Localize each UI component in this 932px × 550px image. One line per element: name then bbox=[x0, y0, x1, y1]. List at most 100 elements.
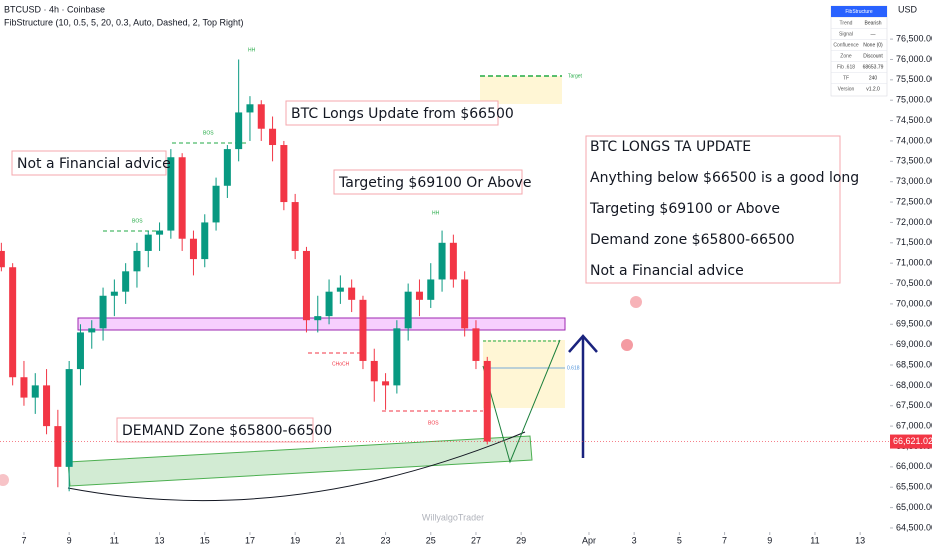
candle-body bbox=[133, 250, 141, 272]
x-tick-label: 13 bbox=[855, 535, 865, 545]
y-tick-label: 65,000.00 bbox=[896, 502, 932, 512]
y-tick-label: 69,500.00 bbox=[896, 319, 932, 329]
y-tick-label: 68,000.00 bbox=[896, 380, 932, 390]
table-value: None (0) bbox=[863, 42, 883, 48]
x-tick-label: 9 bbox=[767, 535, 772, 545]
candle-body bbox=[415, 291, 423, 300]
indicator: FibStructure (10, 0.5, 5, 20, 0.3, Auto,… bbox=[4, 17, 243, 27]
table-key: Fib .618 bbox=[837, 64, 855, 70]
table-value: — bbox=[871, 31, 876, 37]
info-line: Anything below $66500 is a good long bbox=[590, 170, 859, 186]
candle-body bbox=[393, 328, 401, 386]
candle-body bbox=[359, 299, 367, 361]
candle-body bbox=[302, 250, 310, 321]
info-line: Demand zone $65800-66500 bbox=[590, 232, 795, 248]
table-value: 68653.79 bbox=[863, 64, 884, 70]
y-tick-label: 72,000.00 bbox=[896, 217, 932, 227]
x-tick-label: Apr bbox=[582, 535, 596, 545]
last-price-tag bbox=[890, 434, 932, 449]
dot bbox=[621, 339, 633, 351]
table-title: FibStructure bbox=[845, 9, 872, 15]
table-key: Version bbox=[838, 86, 855, 92]
candle-body bbox=[280, 145, 288, 203]
currency: USD bbox=[898, 4, 918, 14]
y-tick-label: 74,500.00 bbox=[896, 115, 932, 125]
projection-zone bbox=[483, 340, 565, 408]
x-tick-label: 17 bbox=[245, 535, 255, 545]
candle-body bbox=[370, 360, 378, 382]
annotation-box bbox=[333, 169, 523, 195]
y-tick-label: 76,000.00 bbox=[896, 54, 932, 64]
x-tick-label: 3 bbox=[632, 535, 637, 545]
annotation-box bbox=[285, 100, 499, 126]
dot bbox=[630, 296, 642, 308]
info-line: BTC LONGS TA UPDATE bbox=[590, 139, 751, 155]
y-tick-label: 72,500.00 bbox=[896, 196, 932, 206]
candle-body bbox=[472, 328, 480, 361]
time-axis bbox=[0, 532, 890, 550]
marker: HH bbox=[248, 47, 256, 53]
x-tick-label: 21 bbox=[335, 535, 345, 545]
candle-body bbox=[223, 149, 231, 186]
y-tick-label: 66,000.00 bbox=[896, 461, 932, 471]
x-tick-label: 11 bbox=[110, 535, 119, 545]
candle-body bbox=[438, 242, 446, 280]
marker: BOS bbox=[428, 420, 439, 426]
candle-body bbox=[0, 250, 5, 268]
y-tick-label: 70,000.00 bbox=[896, 298, 932, 308]
candle-body bbox=[31, 385, 39, 398]
marker: Target bbox=[568, 73, 583, 79]
symbol: BTCUSD · 4h · Coinbase bbox=[4, 4, 105, 14]
arrow-head bbox=[568, 334, 598, 353]
info-lines: BTC LONGS TA UPDATE Anything below $66500… bbox=[589, 139, 859, 279]
y-tick-label: 73,000.00 bbox=[896, 176, 932, 186]
y-tick-label: 67,000.00 bbox=[896, 420, 932, 430]
table-key: Signal bbox=[839, 31, 853, 37]
candle-body bbox=[257, 104, 265, 129]
table-key: Zone bbox=[840, 53, 852, 59]
table-value: 240 bbox=[869, 75, 878, 81]
x-tick-label: 23 bbox=[381, 535, 391, 545]
y-tick-label: 67,500.00 bbox=[896, 400, 932, 410]
marker: BOS bbox=[203, 130, 214, 136]
info-line: Targeting $69100 or Above bbox=[589, 201, 780, 217]
candle-body bbox=[144, 234, 152, 251]
candle-body bbox=[99, 295, 107, 329]
candle-body bbox=[246, 104, 254, 113]
candles bbox=[0, 59, 491, 492]
y-tick-label: 74,000.00 bbox=[896, 135, 932, 145]
candle-body bbox=[20, 377, 28, 398]
candle-body bbox=[9, 267, 17, 378]
candle-body bbox=[167, 157, 175, 231]
x-tick-label: 7 bbox=[722, 535, 727, 545]
y-tick-label: 73,500.00 bbox=[896, 156, 932, 166]
candle-body bbox=[43, 385, 51, 427]
table-key: TF bbox=[843, 75, 849, 81]
candle-body bbox=[325, 291, 333, 317]
candle-body bbox=[76, 332, 84, 370]
candle-body bbox=[449, 242, 457, 280]
x-tick-label: 9 bbox=[67, 535, 72, 545]
y-tick-label: 69,000.00 bbox=[896, 339, 932, 349]
candle-body bbox=[461, 279, 469, 329]
y-tick-label: 71,500.00 bbox=[896, 237, 932, 247]
marker: BOS bbox=[132, 218, 143, 224]
last-price-label: 66,621.02 bbox=[893, 436, 932, 446]
x-tick-label: 19 bbox=[290, 535, 300, 545]
x-tick-label: 15 bbox=[200, 535, 210, 545]
table-bg bbox=[830, 5, 888, 97]
candle-body bbox=[269, 128, 277, 146]
projection-path bbox=[482, 339, 561, 464]
price-axis bbox=[890, 0, 932, 550]
curve bbox=[67, 431, 526, 502]
candle-body bbox=[110, 291, 118, 296]
info-box bbox=[585, 135, 841, 284]
x-tick-label: 27 bbox=[471, 535, 481, 545]
table-value: Discount bbox=[863, 53, 883, 59]
x-tick-label: 7 bbox=[21, 535, 26, 545]
candle-body bbox=[212, 185, 220, 223]
x-tick-label: 11 bbox=[810, 535, 819, 545]
candle-body bbox=[122, 271, 130, 292]
watermark: WillyalgoTrader bbox=[422, 512, 484, 522]
